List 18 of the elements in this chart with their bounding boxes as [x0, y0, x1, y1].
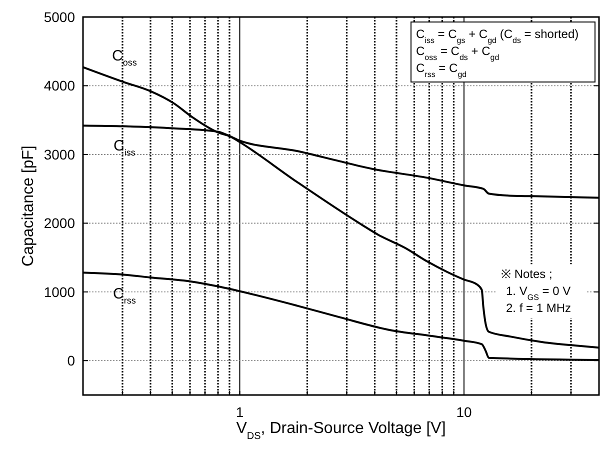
x-tick-label: 1 — [236, 404, 244, 420]
annotation: 1. V$_{GS}$ = 0 V — [506, 284, 571, 302]
y-tick-label: 0 — [67, 352, 76, 369]
y-tick-label: 4000 — [44, 78, 76, 94]
annotation: C$_{rss}$ = C$_{gd}$ — [416, 61, 467, 78]
annotation: C$_{oss}$ = C$_{ds}$ + C$_{gd}$ — [416, 44, 500, 62]
annotation: 2. f = 1 MHz — [506, 301, 572, 316]
y-tick-label: 3000 — [44, 146, 76, 162]
y-tick-label: 5000 — [44, 8, 76, 25]
annotation: ※ Notes ; — [501, 267, 552, 282]
text: C$_{iss}$ = C$_{gs}$ + C$_{gd}$ (C$_{ds}$ = shorted) — [416, 27, 579, 44]
series-label: C$_{oss}$ — [112, 47, 138, 68]
y-axis-title: Capacitance [pF] — [20, 146, 37, 266]
x-axis-title: V$_{DS}$, Drain-Source Voltage [V] — [236, 420, 446, 442]
y-tick-label: 1000 — [44, 284, 76, 300]
series-label: C$_{iss}$ — [113, 137, 136, 158]
x-tick-label: 10 — [456, 404, 472, 420]
y-tick-label: 2000 — [44, 215, 76, 232]
